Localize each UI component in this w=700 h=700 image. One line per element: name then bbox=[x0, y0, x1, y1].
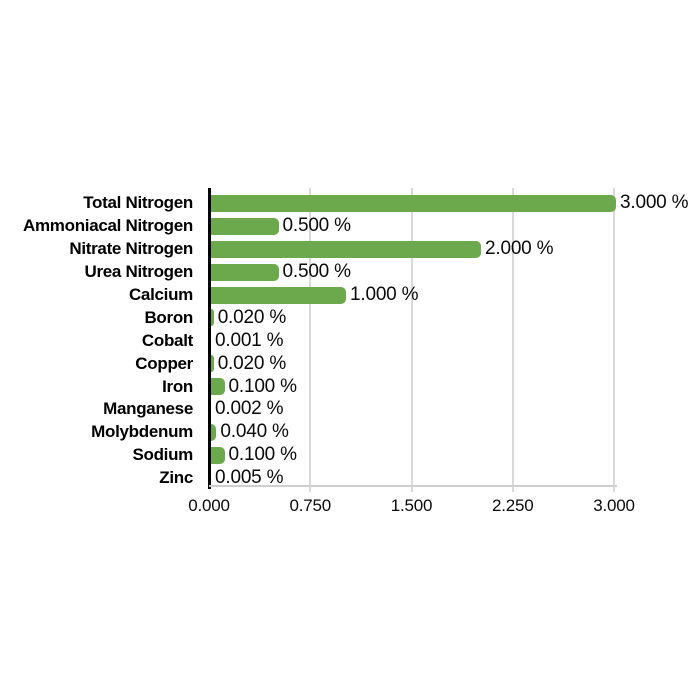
bar-track: 1.000 % bbox=[211, 284, 700, 306]
bar bbox=[211, 217, 279, 235]
category-label: Zinc bbox=[159, 468, 193, 488]
gridline bbox=[613, 188, 615, 492]
bar-row: Sodium 0.100 % bbox=[0, 444, 700, 467]
bar bbox=[211, 194, 616, 212]
bar-track: 0.005 % bbox=[211, 467, 700, 489]
category-label: Sodium bbox=[132, 445, 193, 465]
bar bbox=[211, 309, 214, 327]
value-label: 0.500 % bbox=[282, 215, 352, 237]
x-tick-label: 2.250 bbox=[491, 496, 534, 515]
value-label: 0.100 % bbox=[228, 444, 298, 466]
bar-track: 0.001 % bbox=[211, 330, 700, 352]
value-label: 2.000 % bbox=[485, 238, 554, 260]
category-label: Ammoniacal Nitrogen bbox=[23, 216, 193, 236]
bar-track: 0.100 % bbox=[211, 444, 700, 466]
bar-track: 0.500 % bbox=[211, 261, 700, 283]
bar-rows: Total Nitrogen 3.000 % Ammoniacal Nitrog… bbox=[0, 192, 700, 490]
category-label: Molybdenum bbox=[91, 422, 193, 442]
category-label: Nitrate Nitrogen bbox=[69, 239, 193, 259]
value-label: 0.020 % bbox=[217, 306, 287, 328]
bar-track: 0.020 % bbox=[211, 307, 700, 329]
bar-row: Zinc 0.005 % bbox=[0, 467, 700, 490]
y-axis-line bbox=[208, 188, 211, 489]
bar-row: Ammoniacal Nitrogen 0.500 % bbox=[0, 215, 700, 238]
x-tick-label: 0.000 bbox=[188, 496, 230, 515]
bar bbox=[211, 263, 279, 281]
x-axis-baseline bbox=[209, 485, 617, 487]
x-tick-label: 0.750 bbox=[289, 496, 332, 515]
value-label: 0.001 % bbox=[215, 329, 284, 351]
bar bbox=[211, 446, 225, 464]
x-tick-label: 3.000 bbox=[593, 496, 635, 515]
value-label: 0.005 % bbox=[215, 467, 284, 489]
bar-track: 0.100 % bbox=[211, 376, 700, 398]
bar-row: Molybdenum 0.040 % bbox=[0, 421, 700, 444]
value-label: 0.500 % bbox=[282, 261, 352, 283]
bar-track: 0.002 % bbox=[211, 398, 700, 420]
gridline bbox=[309, 188, 312, 492]
bar bbox=[211, 240, 481, 258]
bar-row: Manganese 0.002 % bbox=[0, 398, 700, 421]
bar-track: 0.500 % bbox=[211, 215, 700, 237]
bar bbox=[211, 378, 225, 396]
bar-row: Calcium 1.000 % bbox=[0, 284, 700, 307]
bar bbox=[211, 423, 217, 441]
bar-row: Nitrate Nitrogen 2.000 % bbox=[0, 238, 700, 261]
category-label: Manganese bbox=[103, 399, 193, 419]
value-label: 0.020 % bbox=[217, 352, 287, 374]
category-label: Calcium bbox=[128, 285, 193, 304]
category-label: Boron bbox=[144, 307, 193, 327]
bar bbox=[211, 286, 346, 304]
value-label: 0.100 % bbox=[228, 375, 298, 397]
bar-row: Copper 0.020 % bbox=[0, 352, 700, 375]
bar-track: 2.000 % bbox=[211, 238, 700, 260]
category-label: Cobalt bbox=[141, 330, 193, 350]
gridline bbox=[511, 188, 514, 492]
bar-row: Cobalt 0.001 % bbox=[0, 329, 700, 352]
bar-row: Boron 0.020 % bbox=[0, 306, 700, 329]
bar-track: 3.000 % bbox=[211, 192, 700, 214]
bar-row: Iron 0.100 % bbox=[0, 375, 700, 398]
category-label: Copper bbox=[135, 353, 193, 373]
bar-track: 0.020 % bbox=[211, 353, 700, 375]
bar-row: Urea Nitrogen 0.500 % bbox=[0, 261, 700, 284]
value-label: 0.002 % bbox=[215, 398, 284, 420]
value-label: 1.000 % bbox=[350, 284, 419, 305]
category-label: Iron bbox=[162, 376, 193, 396]
category-label: Urea Nitrogen bbox=[84, 262, 193, 282]
bar-track: 0.040 % bbox=[211, 421, 700, 443]
value-label: 0.040 % bbox=[220, 421, 289, 443]
bar-row: Total Nitrogen 3.000 % bbox=[0, 192, 700, 215]
bar bbox=[211, 355, 214, 373]
value-label: 3.000 % bbox=[620, 192, 689, 214]
category-label: Total Nitrogen bbox=[83, 193, 193, 213]
gridline bbox=[410, 188, 413, 492]
x-tick-label: 1.500 bbox=[390, 496, 433, 515]
